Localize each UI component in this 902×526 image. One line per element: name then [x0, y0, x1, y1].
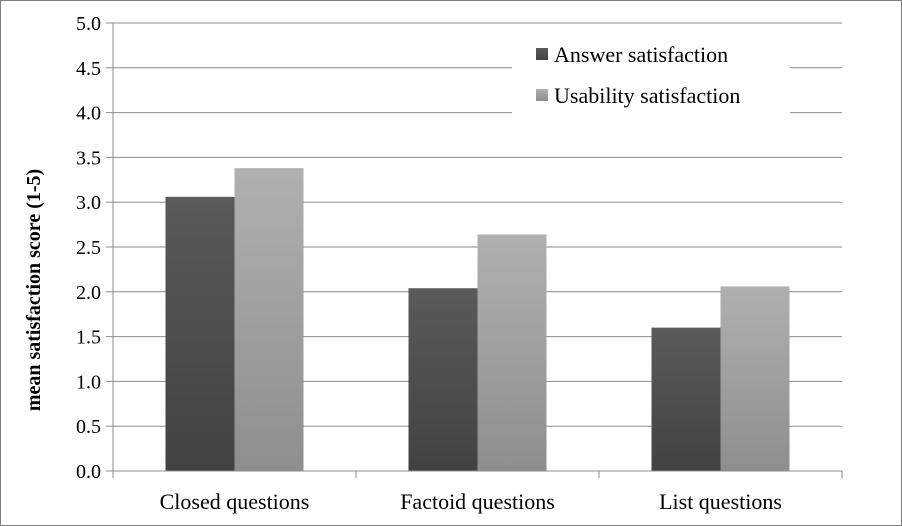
bars — [165, 168, 790, 472]
y-tick-label: 2.0 — [76, 282, 101, 304]
y-tick-label: 0.0 — [76, 461, 101, 483]
axis-labels: 0.0 0.5 1.0 1.5 2.0 2.5 3.0 3.5 4.0 4.5 5.0 Closed … — [76, 13, 782, 514]
bar-usability-satisfaction — [720, 286, 790, 471]
bar-usability-satisfaction — [234, 168, 304, 472]
legend-swatch — [536, 48, 548, 60]
legend-swatch — [536, 89, 548, 101]
axes — [106, 22, 843, 478]
legend-label: Usability satisfaction — [554, 83, 740, 108]
bar-usability-satisfaction — [477, 234, 547, 471]
y-tick-label: 0.5 — [76, 416, 101, 438]
y-axis-title: mean satisfaction score (1-5) — [23, 169, 45, 411]
bar-answer-satisfaction — [651, 327, 721, 471]
x-tick-label: List questions — [659, 489, 782, 514]
y-tick-label: 1.0 — [76, 371, 101, 393]
y-tick-label: 2.5 — [76, 237, 101, 259]
y-tick-label: 3.0 — [76, 192, 101, 214]
y-tick-label: 1.5 — [76, 327, 101, 349]
y-tick-label: 5.0 — [76, 13, 101, 35]
y-tick-label: 4.5 — [76, 58, 101, 80]
legend: Answer satisfaction Usability satisfactio… — [512, 36, 790, 114]
bar-answer-satisfaction — [165, 196, 235, 471]
y-tick-label: 4.0 — [76, 103, 101, 125]
y-tick-label: 3.5 — [76, 147, 101, 169]
legend-box — [512, 36, 790, 114]
x-tick-label: Closed questions — [160, 489, 310, 514]
bar-answer-satisfaction — [408, 288, 478, 471]
x-tick-label: Factoid questions — [400, 489, 555, 514]
legend-label: Answer satisfaction — [554, 42, 728, 67]
